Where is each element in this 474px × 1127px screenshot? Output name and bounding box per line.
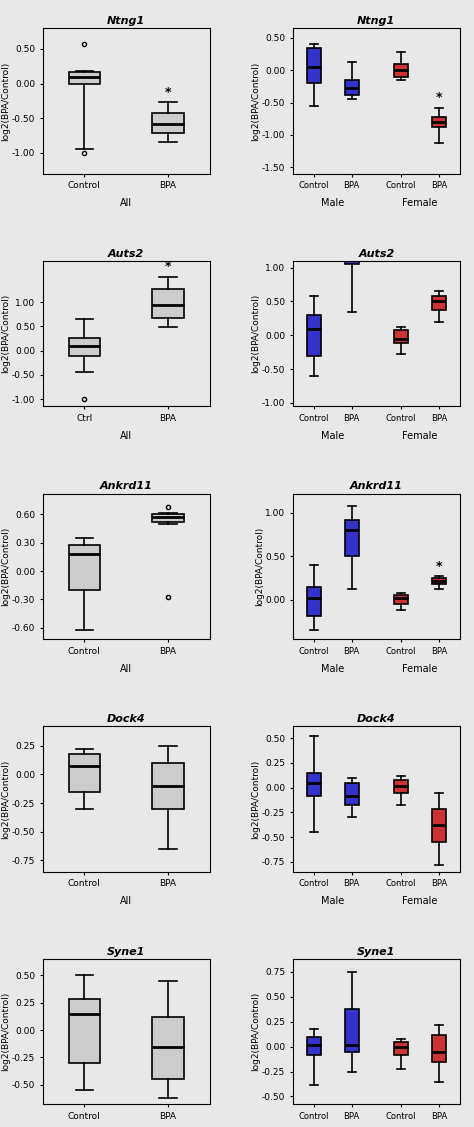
Text: Male: Male xyxy=(321,431,345,441)
FancyBboxPatch shape xyxy=(307,47,321,83)
FancyBboxPatch shape xyxy=(152,763,183,809)
FancyBboxPatch shape xyxy=(69,754,100,791)
Y-axis label: log2(BPA/Control): log2(BPA/Control) xyxy=(1,61,10,141)
Title: Ntng1: Ntng1 xyxy=(107,16,145,26)
FancyBboxPatch shape xyxy=(394,330,408,344)
Text: Female: Female xyxy=(402,431,438,441)
Text: Female: Female xyxy=(402,664,438,674)
Title: Dock4: Dock4 xyxy=(357,715,396,725)
Y-axis label: log2(BPA/Control): log2(BPA/Control) xyxy=(1,760,10,838)
Title: Ankrd11: Ankrd11 xyxy=(350,481,403,491)
Text: All: All xyxy=(120,431,132,441)
Text: All: All xyxy=(120,198,132,208)
FancyBboxPatch shape xyxy=(307,1037,321,1055)
Text: All: All xyxy=(120,664,132,674)
FancyBboxPatch shape xyxy=(307,316,321,356)
Y-axis label: log2(BPA/Control): log2(BPA/Control) xyxy=(1,526,10,606)
FancyBboxPatch shape xyxy=(432,1035,446,1062)
Text: *: * xyxy=(436,560,442,573)
FancyBboxPatch shape xyxy=(152,114,183,133)
FancyBboxPatch shape xyxy=(307,773,321,796)
FancyBboxPatch shape xyxy=(432,809,446,842)
FancyBboxPatch shape xyxy=(345,783,359,806)
FancyBboxPatch shape xyxy=(69,1000,100,1063)
FancyBboxPatch shape xyxy=(394,64,408,77)
FancyBboxPatch shape xyxy=(152,289,183,318)
FancyBboxPatch shape xyxy=(69,544,100,589)
FancyBboxPatch shape xyxy=(394,595,408,604)
FancyBboxPatch shape xyxy=(345,80,359,95)
FancyBboxPatch shape xyxy=(432,578,446,584)
Text: *: * xyxy=(164,260,171,273)
Y-axis label: log2(BPA/Control): log2(BPA/Control) xyxy=(252,760,261,838)
Title: Ankrd11: Ankrd11 xyxy=(100,481,153,491)
FancyBboxPatch shape xyxy=(345,220,359,264)
Title: Auts2: Auts2 xyxy=(358,249,394,259)
Y-axis label: log2(BPA/Control): log2(BPA/Control) xyxy=(252,992,261,1072)
Text: All: All xyxy=(120,896,132,906)
FancyBboxPatch shape xyxy=(152,514,183,522)
Y-axis label: log2(BPA/Control): log2(BPA/Control) xyxy=(1,294,10,373)
FancyBboxPatch shape xyxy=(152,1017,183,1080)
FancyBboxPatch shape xyxy=(69,72,100,83)
Text: Female: Female xyxy=(402,896,438,906)
FancyBboxPatch shape xyxy=(69,338,100,356)
Text: *: * xyxy=(436,91,442,104)
Text: Male: Male xyxy=(321,664,345,674)
Title: Syne1: Syne1 xyxy=(357,947,395,957)
Y-axis label: log2(BPA/Control): log2(BPA/Control) xyxy=(1,992,10,1072)
Y-axis label: log2(BPA/Control): log2(BPA/Control) xyxy=(252,294,261,373)
Text: *: * xyxy=(164,86,171,99)
Title: Syne1: Syne1 xyxy=(107,947,145,957)
Title: Dock4: Dock4 xyxy=(107,715,146,725)
Y-axis label: log2(BPA/Control): log2(BPA/Control) xyxy=(255,526,264,606)
FancyBboxPatch shape xyxy=(394,1041,408,1055)
FancyBboxPatch shape xyxy=(432,296,446,310)
Text: Male: Male xyxy=(321,198,345,208)
FancyBboxPatch shape xyxy=(394,780,408,792)
Title: Ntng1: Ntng1 xyxy=(357,16,395,26)
Text: Female: Female xyxy=(402,198,438,208)
FancyBboxPatch shape xyxy=(432,117,446,127)
Text: Male: Male xyxy=(321,896,345,906)
Y-axis label: log2(BPA/Control): log2(BPA/Control) xyxy=(252,61,261,141)
FancyBboxPatch shape xyxy=(345,520,359,557)
FancyBboxPatch shape xyxy=(307,587,321,615)
Title: Auts2: Auts2 xyxy=(108,249,144,259)
FancyBboxPatch shape xyxy=(345,1009,359,1051)
